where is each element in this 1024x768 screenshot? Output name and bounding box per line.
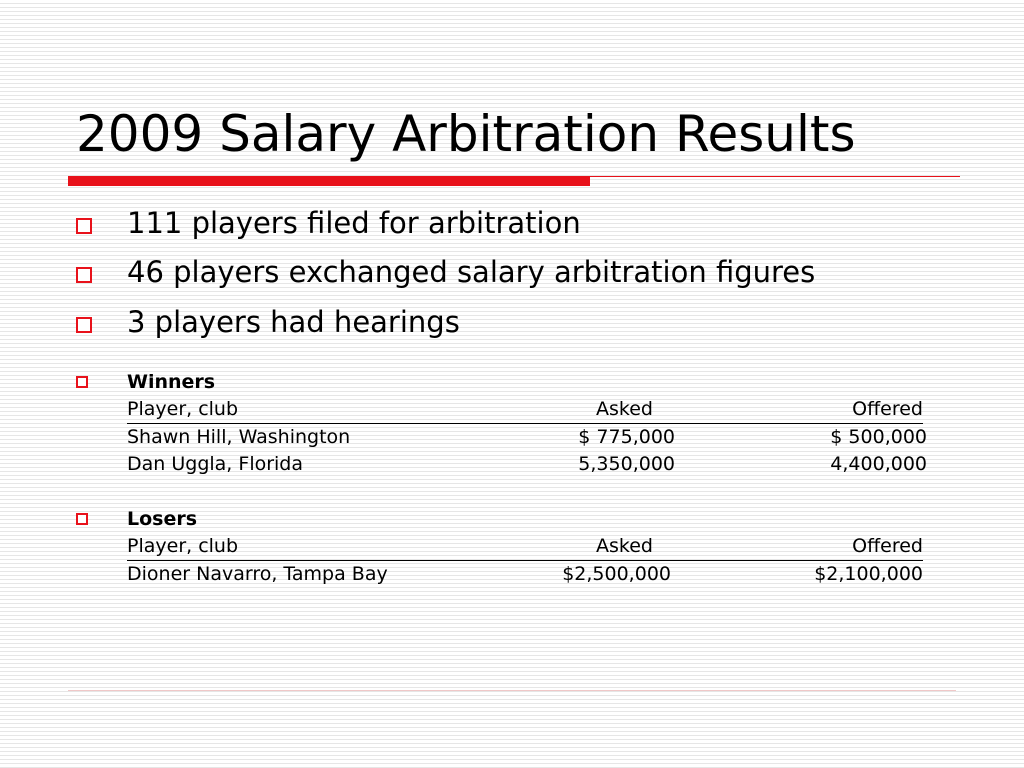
- column-header-offered: Offered: [852, 398, 923, 420]
- square-bullet-icon: [76, 317, 92, 333]
- table-row: Dioner Navarro, Tampa Bay $2,500,000 $2,…: [127, 561, 923, 588]
- column-header-asked: Asked: [596, 398, 653, 420]
- asked-cell: 5,350,000: [578, 453, 675, 475]
- bullet-text: 3 players had hearings: [127, 305, 460, 339]
- table-row: Shawn Hill, Washington $ 775,000 $ 500,0…: [127, 424, 927, 451]
- offered-cell: $2,100,000: [814, 563, 923, 585]
- square-bullet-icon: [76, 513, 88, 525]
- square-bullet-icon: [76, 376, 88, 388]
- bullet-text: 111 players filed for arbitration: [127, 206, 581, 240]
- losers-heading: Losers: [127, 508, 198, 530]
- player-cell: Dan Uggla, Florida: [127, 453, 304, 475]
- asked-cell: $ 775,000: [578, 426, 675, 448]
- losers-section: Losers Player, club Asked Offered Dioner…: [76, 506, 956, 596]
- winners-table-header: Player, club Asked Offered: [127, 396, 923, 424]
- table-row: Dan Uggla, Florida 5,350,000 4,400,000: [127, 451, 927, 478]
- winners-heading: Winners: [127, 371, 216, 393]
- title-underline-thin: [590, 176, 960, 177]
- asked-cell: $2,500,000: [562, 563, 671, 585]
- player-cell: Dioner Navarro, Tampa Bay: [127, 563, 388, 585]
- column-header-player: Player, club: [127, 535, 239, 557]
- offered-cell: $ 500,000: [830, 426, 927, 448]
- column-header-offered: Offered: [852, 535, 923, 557]
- column-header-player: Player, club: [127, 398, 239, 420]
- square-bullet-icon: [76, 218, 92, 234]
- offered-cell: 4,400,000: [830, 453, 927, 475]
- title-underline-thick: [68, 176, 590, 186]
- player-cell: Shawn Hill, Washington: [127, 426, 351, 448]
- column-header-asked: Asked: [596, 535, 653, 557]
- slide-title: 2009 Salary Arbitration Results: [76, 105, 856, 163]
- losers-table-header: Player, club Asked Offered: [127, 533, 923, 561]
- bullet-text: 46 players exchanged salary arbitration …: [127, 255, 816, 289]
- winners-section: Winners Player, club Asked Offered Shawn…: [76, 369, 956, 489]
- footer-divider: [68, 690, 956, 691]
- square-bullet-icon: [76, 267, 92, 283]
